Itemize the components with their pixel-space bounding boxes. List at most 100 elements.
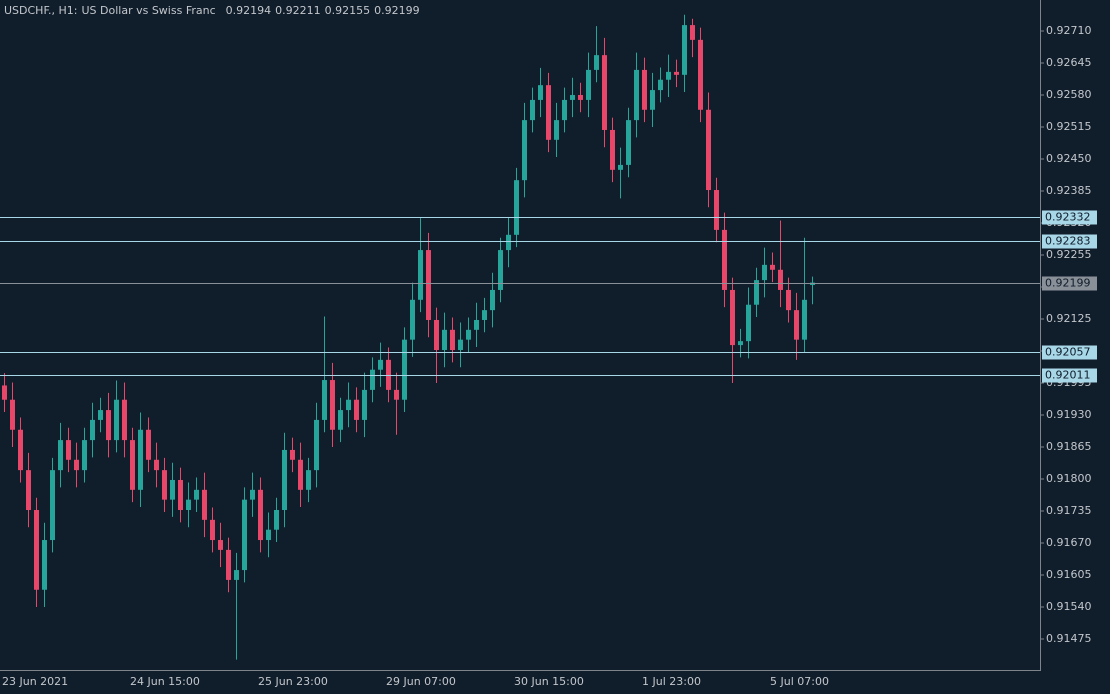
x-tick-label: 24 Jun 15:00: [130, 675, 200, 688]
last-high: 0.92211: [275, 4, 321, 17]
y-tick-label: 0.92580: [1046, 88, 1092, 101]
candle-body: [434, 319, 439, 351]
candle-body: [610, 129, 615, 170]
candle-body: [442, 329, 447, 351]
candle-body: [178, 479, 183, 511]
y-tick-label: 0.92255: [1046, 248, 1092, 261]
y-tick-label: 0.91605: [1046, 568, 1092, 581]
level-label-box: [1042, 368, 1097, 383]
price-label-box: [1042, 276, 1097, 291]
candle-body: [114, 399, 119, 441]
candle-body: [66, 440, 71, 460]
x-tick-label: 30 Jun 15:00: [514, 675, 584, 688]
candle-body: [250, 489, 255, 500]
candle-body: [218, 540, 223, 550]
candle-body: [418, 250, 423, 300]
description: US Dollar vs Swiss Franc: [81, 4, 216, 17]
candle-body: [26, 470, 31, 511]
level-label: 0.92332: [1045, 211, 1091, 224]
candle-body: [458, 339, 463, 351]
y-tick-label: 0.92125: [1046, 312, 1092, 325]
candle-body: [770, 264, 775, 270]
candle-body: [714, 190, 719, 230]
candle-body: [658, 79, 663, 91]
candle-body: [106, 410, 111, 441]
candle-body: [738, 341, 743, 346]
x-tick-label: 1 Jul 23:00: [642, 675, 701, 688]
last-close: 0.92199: [374, 4, 420, 17]
candle-body: [730, 289, 735, 346]
candle-body: [762, 264, 767, 281]
candle-body: [282, 449, 287, 511]
candle-body: [674, 71, 679, 75]
candle-body: [474, 319, 479, 330]
candle-body: [266, 529, 271, 541]
candle-body: [306, 470, 311, 490]
candle-body: [602, 55, 607, 130]
candle-body: [490, 289, 495, 311]
candle-body: [74, 459, 79, 471]
level-label-box: [1042, 234, 1097, 249]
candle-body: [370, 369, 375, 390]
candle-body: [346, 399, 351, 411]
candle-body: [122, 399, 127, 441]
candle-body: [386, 359, 391, 390]
last-open: 0.92194: [225, 4, 272, 17]
candle-body: [154, 459, 159, 471]
level-label: 0.92283: [1045, 235, 1091, 248]
candle-body: [562, 99, 567, 121]
y-tick-label: 0.92385: [1046, 184, 1092, 197]
candle-body: [426, 250, 431, 320]
candle-body: [186, 499, 191, 511]
candle-body: [2, 385, 7, 400]
candle-body: [290, 449, 295, 460]
y-tick-label: 0.91735: [1046, 504, 1092, 517]
candle-body: [34, 510, 39, 590]
candle-body: [722, 229, 727, 290]
candle-body: [394, 389, 399, 400]
candle-body: [482, 310, 487, 320]
candle-body: [90, 419, 95, 441]
candle-body: [682, 25, 687, 75]
y-tick-label: 0.91670: [1046, 536, 1092, 549]
candle-body: [354, 399, 359, 420]
candle-body: [690, 25, 695, 40]
y-tick-label: 0.92450: [1046, 152, 1092, 165]
candle-body: [578, 95, 583, 100]
candle-body: [754, 280, 759, 305]
candle-body: [274, 510, 279, 530]
candle-body: [570, 95, 575, 100]
y-tick-label: 0.92645: [1046, 56, 1092, 69]
candle-body: [546, 85, 551, 140]
candle-body: [506, 234, 511, 251]
candle-body: [626, 120, 631, 165]
y-tick-label: 0.91540: [1046, 600, 1092, 613]
x-tick-label: 29 Jun 07:00: [386, 675, 456, 688]
candle-body: [802, 299, 807, 340]
candle-body: [82, 440, 87, 471]
candle-body: [162, 470, 167, 500]
x-tick-label: 25 Jun 23:00: [258, 675, 328, 688]
y-tick-label: 0.92515: [1046, 120, 1092, 133]
y-tick-label: 0.91800: [1046, 472, 1092, 485]
candle-body: [786, 289, 791, 311]
candle-body: [314, 419, 319, 471]
candle-body: [402, 339, 407, 400]
candle-body: [258, 489, 263, 541]
candle-body: [642, 69, 647, 110]
candle-body: [210, 519, 215, 541]
candle-body: [50, 470, 55, 541]
candle-body: [330, 380, 335, 430]
candle-body: [618, 164, 623, 170]
symbol: USDCHF., H1:: [4, 4, 78, 17]
y-tick-label: 0.91865: [1046, 440, 1092, 453]
candle-body: [594, 55, 599, 70]
candle-body: [514, 180, 519, 235]
candle-body: [698, 39, 703, 110]
candle-body: [378, 359, 383, 370]
candle-body: [10, 399, 15, 430]
candle-body: [554, 120, 559, 140]
candle-body: [410, 299, 415, 340]
